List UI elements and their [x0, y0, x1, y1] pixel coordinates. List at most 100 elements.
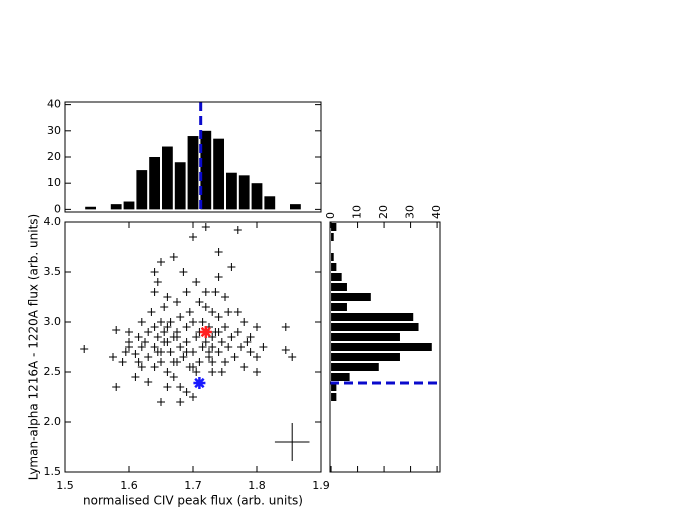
y-tick-label: 1.5 — [44, 465, 62, 478]
scatter-point — [192, 333, 201, 341]
scatter-point — [288, 353, 297, 361]
scatter-point — [281, 346, 290, 354]
scatter-point — [150, 323, 159, 331]
y-axis-label: Lyman-alpha 1216A - 1220A flux (arb. uni… — [27, 214, 41, 481]
scatter-point — [233, 308, 242, 316]
scatter-point — [201, 303, 210, 311]
histogram-bar — [264, 196, 276, 210]
scatter-point — [192, 368, 201, 376]
x-tick-label: 0 — [324, 212, 337, 219]
x-tick-label: 1.5 — [56, 479, 74, 492]
scatter-point — [80, 345, 89, 353]
scatter-point — [157, 358, 165, 366]
histogram-bar — [110, 204, 122, 210]
histogram-bar — [331, 353, 400, 361]
scatter-point — [189, 363, 197, 371]
scatter-point — [246, 333, 255, 341]
histogram-bar — [331, 393, 337, 401]
x-tick-label: 40 — [430, 205, 443, 219]
scatter-point — [185, 308, 194, 316]
scatter-point — [144, 353, 153, 361]
scatter-point — [134, 333, 143, 341]
y-tick-label: 4.0 — [44, 215, 62, 228]
scatter-point — [125, 328, 133, 336]
histogram-bar — [162, 146, 173, 210]
scatter-point — [221, 358, 229, 366]
scatter-point — [134, 358, 143, 366]
scatter-point — [176, 398, 185, 406]
scatter-point — [153, 348, 162, 356]
scatter-point — [253, 353, 261, 361]
scatter-point — [179, 353, 188, 361]
scatter-point — [131, 350, 140, 358]
x-tick-label: 1.7 — [184, 479, 202, 492]
scatter-point — [169, 373, 178, 381]
scatter-point — [208, 368, 217, 376]
scatter-point — [201, 223, 210, 231]
scatter-point — [201, 338, 210, 346]
y-tick-label: 40 — [47, 98, 61, 111]
scatter-point — [214, 248, 223, 256]
scatter-point — [198, 343, 207, 351]
scatter-point — [189, 318, 197, 326]
x-axis-label: normalised CIV peak flux (arb. units) — [83, 494, 303, 508]
histogram-bar — [331, 363, 379, 371]
y-tick-label: 3.0 — [44, 315, 62, 328]
histogram-bar — [213, 138, 224, 210]
scatter-point — [208, 343, 217, 351]
scatter-point — [182, 388, 191, 396]
scatter-point — [112, 383, 121, 391]
scatter-point — [144, 378, 153, 386]
y-tick-label: 2.0 — [44, 415, 62, 428]
scatter-point — [147, 308, 156, 316]
scatter-point — [253, 323, 261, 331]
scatter-point — [163, 323, 172, 331]
scatter-point — [253, 368, 261, 376]
scatter-point — [141, 338, 149, 346]
histogram-bar — [331, 333, 400, 341]
y-tick-label: 2.5 — [44, 365, 62, 378]
scatter-point — [221, 293, 229, 301]
histogram-bar — [85, 206, 96, 210]
histogram-bar — [331, 253, 334, 261]
histogram-bar — [174, 162, 186, 210]
scatter-point — [182, 338, 191, 346]
scatter-point — [176, 383, 185, 391]
scatter-point — [208, 358, 217, 366]
scatter-point — [259, 343, 268, 351]
scatter-point — [233, 226, 242, 234]
histogram-bar — [331, 233, 334, 241]
scatter-point — [163, 368, 172, 376]
scatter-point — [176, 343, 185, 351]
histogram-bar — [226, 172, 237, 210]
scatter-point — [150, 363, 159, 371]
scatter-point — [182, 288, 191, 296]
scatter-point — [224, 308, 233, 316]
scatter-point — [195, 298, 204, 306]
scatter-point — [169, 253, 178, 261]
histogram-bar — [331, 263, 337, 271]
scatter-point — [173, 333, 181, 341]
scatter-point — [169, 358, 178, 366]
histogram-bar — [331, 343, 432, 351]
histogram-bar — [331, 373, 350, 381]
scatter-point — [118, 358, 127, 366]
scatter-point — [281, 323, 290, 331]
y-tick-label: 30 — [47, 124, 61, 137]
scatter-point — [150, 268, 159, 276]
histogram-bar — [290, 204, 301, 210]
x-tick-label: 20 — [377, 205, 390, 219]
scatter-point — [137, 318, 146, 326]
scatter-point — [227, 263, 236, 271]
histogram-bar — [200, 130, 212, 210]
y-tick-label: 10 — [47, 176, 61, 189]
y-tick-label: 20 — [47, 150, 61, 163]
highlight-star — [193, 377, 206, 389]
histogram-bar — [331, 323, 419, 331]
histogram-bar — [136, 170, 148, 210]
scatter-point — [112, 326, 121, 334]
scatter-point — [205, 348, 213, 356]
x-tick-label: 10 — [351, 205, 364, 219]
histogram-bar — [331, 293, 371, 301]
scatter-point — [166, 318, 175, 326]
